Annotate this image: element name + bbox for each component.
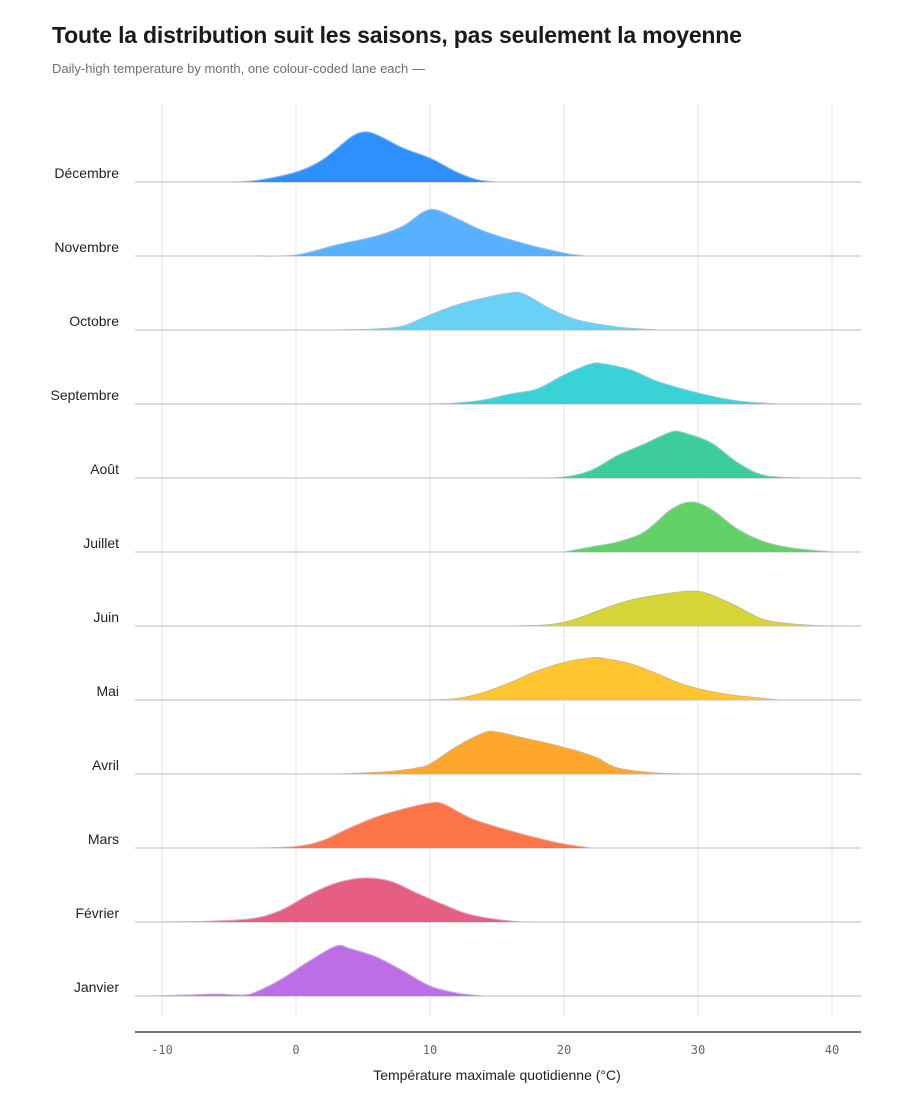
density-area (336, 731, 698, 774)
month-label: Décembre (54, 165, 119, 181)
month-label: Août (90, 461, 119, 477)
density-outline (255, 801, 591, 849)
month-label: Février (75, 905, 119, 921)
x-tick-label: 20 (557, 1043, 571, 1057)
density-outline (563, 501, 833, 553)
density-area (430, 657, 779, 700)
ridge-septembre: Septembre (51, 362, 861, 405)
ridge-fevrier: Février (75, 877, 861, 923)
density-outline (255, 208, 585, 257)
x-tick-label: 40 (825, 1043, 839, 1057)
x-tick-label: 0 (292, 1043, 299, 1057)
density-outline (161, 877, 538, 923)
month-label: Janvier (74, 979, 119, 995)
month-label: Juillet (83, 535, 119, 551)
ridge-novembre: Novembre (54, 208, 861, 257)
month-label: Novembre (54, 239, 119, 255)
ridges: Décembre Novembre Octobre Septembre Août Juil… (51, 131, 861, 997)
x-tick-label: -10 (151, 1043, 173, 1057)
x-tick-label: 10 (423, 1043, 437, 1057)
month-label: Mars (88, 831, 119, 847)
month-label: Avril (92, 757, 119, 773)
ridge-juillet: Juillet (83, 501, 861, 553)
chart-title: Toute la distribution suit les saisons, … (52, 22, 742, 48)
density-outline (336, 730, 699, 775)
density-area (523, 431, 806, 478)
month-label: Octobre (69, 313, 119, 329)
density-area (336, 292, 658, 330)
density-area (148, 945, 484, 996)
ridge-juin: Juin (93, 590, 861, 627)
density-outline (228, 131, 498, 183)
chart-subtitle: Daily-high temperature by month, one col… (52, 61, 425, 76)
x-axis-title: Température maximale quotidienne (°C) (373, 1067, 621, 1083)
month-label: Septembre (51, 387, 120, 403)
x-axis: Température maximale quotidienne (°C) -1… (135, 1031, 861, 1083)
density-area (255, 802, 591, 848)
ridge-aout: Août (90, 430, 861, 479)
density-outline (148, 944, 484, 997)
density-outline (429, 657, 779, 701)
density-outline (523, 430, 806, 479)
density-area (162, 877, 538, 922)
ridge-decembre: Décembre (54, 131, 861, 183)
density-outline (510, 590, 846, 627)
ridge-avril: Avril (92, 730, 861, 775)
density-outline (429, 362, 779, 405)
density-area (255, 209, 585, 257)
ridge-janvier: Janvier (74, 944, 861, 997)
density-area (229, 131, 497, 182)
grid-lines (161, 103, 833, 1017)
ridge-mars: Mars (88, 801, 861, 849)
month-label: Juin (93, 609, 119, 625)
ridge-mai: Mai (96, 657, 861, 701)
month-label: Mai (96, 683, 119, 699)
density-area (430, 362, 779, 404)
density-outline (336, 291, 658, 331)
x-tick-label: 30 (691, 1043, 705, 1057)
density-area (564, 502, 832, 552)
ridge-octobre: Octobre (69, 291, 861, 331)
density-area (510, 591, 846, 626)
